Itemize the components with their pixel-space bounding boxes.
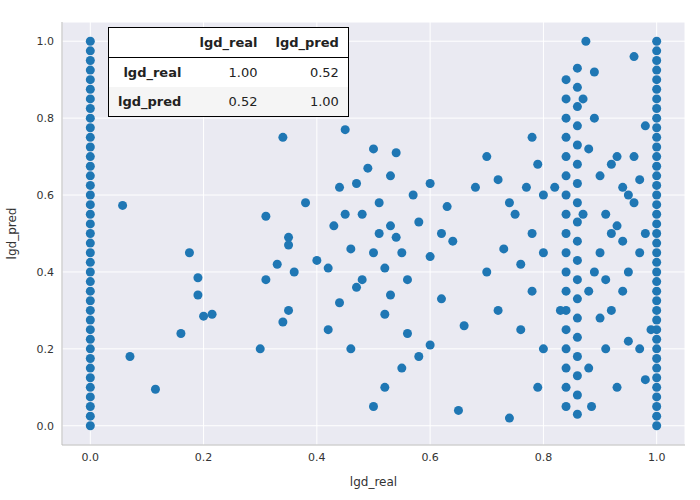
html-text:lgd_real: lgd_real <box>123 65 182 80</box>
svg-text:0.0: 0.0 <box>82 451 100 464</box>
html-text:lgd_real: lgd_real <box>199 35 258 50</box>
svg-text:lgd_pred: lgd_pred <box>8 208 19 260</box>
html-text:lgd_pred: lgd_pred <box>275 35 339 50</box>
svg-text:0.8: 0.8 <box>535 451 553 464</box>
svg-text:0.2: 0.2 <box>195 451 213 464</box>
html-text:1.00: 1.00 <box>228 65 258 80</box>
svg-text:0.4: 0.4 <box>37 266 55 279</box>
html-text:0.52: 0.52 <box>228 94 258 109</box>
svg-text:1.0: 1.0 <box>37 35 55 48</box>
svg-text:0.4: 0.4 <box>308 451 326 464</box>
svg-text:0.6: 0.6 <box>37 189 55 202</box>
svg-text:0.8: 0.8 <box>37 112 55 125</box>
html-text:1.00: 1.00 <box>309 94 339 109</box>
svg-text:0.6: 0.6 <box>421 451 439 464</box>
html-text:0.52: 0.52 <box>309 65 339 80</box>
svg-text:1.0: 1.0 <box>648 451 666 464</box>
svg-text:0.2: 0.2 <box>37 343 55 356</box>
svg-text:0.0: 0.0 <box>37 420 55 433</box>
html-text:lgd_pred: lgd_pred <box>118 94 182 109</box>
svg-text:lgd_real: lgd_real <box>350 475 397 489</box>
